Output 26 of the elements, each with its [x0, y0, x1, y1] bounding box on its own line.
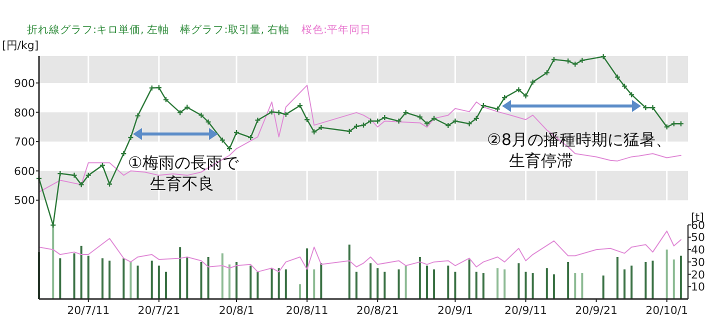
annotation: ①梅雨の長雨で: [128, 153, 238, 172]
annotation: ②8月の播種時期に猛暑、: [487, 130, 672, 149]
y2-tick-label: 10: [691, 280, 705, 294]
y-axis-title: [円/kg]: [2, 39, 39, 52]
chart-subtitle: 桜色:平年同日: [301, 24, 371, 36]
x-tick-label: 20/8/21: [356, 304, 399, 317]
chart-title: 折れ線グラフ:キロ単価, 左軸 棒グラフ:取引量, 右軸: [27, 23, 290, 36]
x-tick-label: 20/8/1: [218, 304, 254, 317]
y2-tick-label: 50: [691, 231, 705, 244]
x-tick-label: 20/9/11: [504, 304, 547, 317]
x-tick-label: 20/8/11: [286, 304, 328, 317]
annotation: 生育不良: [150, 174, 214, 193]
y2-tick-label: 40: [691, 244, 705, 257]
x-tick-label: 20/10/1: [646, 304, 688, 317]
x-tick-label: 20/7/11: [67, 304, 110, 317]
y-tick-label: 800: [14, 106, 35, 120]
y-tick-label: 700: [14, 136, 35, 149]
y2-tick-label: 20: [691, 268, 705, 282]
y2-tick-label: 30: [691, 256, 705, 269]
annotation: 生育停滞: [509, 151, 573, 170]
y-tick-label: 600: [14, 164, 35, 178]
x-tick-label: 20/9/1: [438, 304, 473, 317]
y-tick-label: 900: [14, 76, 35, 90]
x-tick-label: 20/9/21: [575, 304, 618, 317]
x-tick-label: 20/7/21: [138, 304, 180, 317]
y-tick-label: 500: [14, 194, 35, 208]
